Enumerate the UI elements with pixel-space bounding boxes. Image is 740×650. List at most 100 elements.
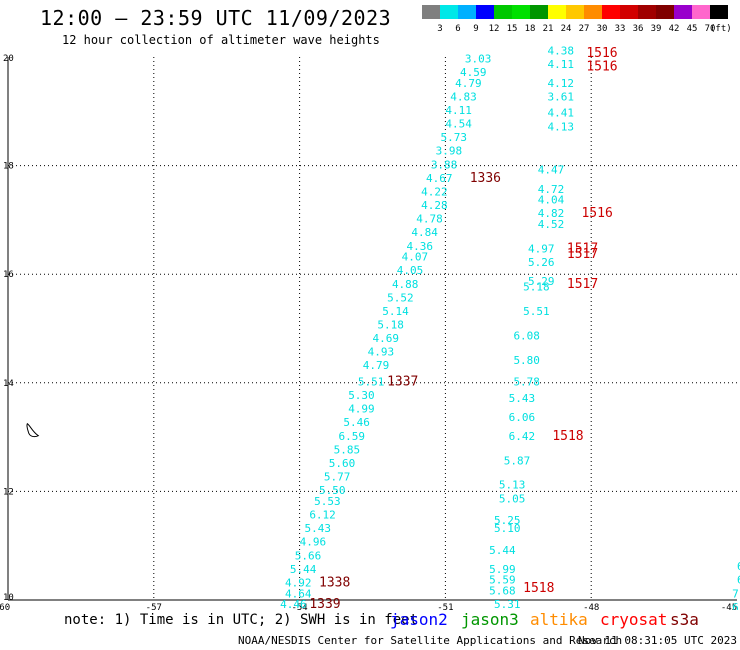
color-tick-label: 39 [651,24,662,34]
pass-time-label: 1516 [586,46,617,61]
island-outline [26,422,40,438]
swh-value-label: 6 [737,560,740,573]
swh-value-label: 5.78 [513,376,540,389]
swh-value-label: 6.1 [732,601,740,610]
legend-jason3: jason3 [461,610,519,629]
pass-time-label: 1339 [309,597,340,610]
color-swatch [710,5,728,19]
swh-value-label: 5.51 [358,376,385,389]
swh-value-label: 4.78 [416,213,443,226]
swh-value-label: 6.59 [338,430,365,443]
swh-value-label: 4.69 [373,332,400,345]
swh-value-label: 4.99 [348,403,375,416]
swh-value-label: 4.46 [280,598,307,610]
swh-value-label: 4.11 [547,58,574,71]
swh-value-label: 5.77 [324,471,351,484]
swh-value-label: 7. [732,587,740,600]
swh-value-label: 5.10 [494,522,521,535]
x-tick-label: -60 [0,603,10,610]
color-tick-label: 45 [687,24,698,34]
color-tick-label: 21 [543,24,554,34]
y-tick-label: 20 [3,54,14,64]
swh-value-label: 6.12 [309,509,336,522]
color-tick-label: 42 [669,24,680,34]
color-tick-label: 36 [633,24,644,34]
swh-value-label: 5.46 [343,416,370,429]
color-scale-bar: 3 6 9 12 15 18 21 24 27 30 33 36 39 42 45 70(ft) [422,5,730,34]
swh-value-label: 4.54 [445,118,472,131]
swh-value-label: 4.13 [547,120,574,133]
pass-time-label: 1517 [567,247,598,262]
chart-subtitle: 12 hour collection of altimeter wave hei… [62,33,380,47]
swh-value-label: 5.60 [329,457,356,470]
swh-value-label: 5.44 [489,544,516,557]
color-tick-label: 30 [597,24,608,34]
swh-value-label: 4.28 [421,199,448,212]
swh-value-label: 5.85 [334,443,361,456]
pass-time-label: 1517 [567,277,598,292]
swh-value-label: 6.06 [509,411,535,424]
chart-title: 12:00 — 23:59 UTC 11/09/2023 [40,6,392,30]
swh-value-label: 4.07 [402,251,429,264]
swh-value-label: 5.18 [377,319,404,332]
legend-cryosat: cryosat [600,610,668,629]
swh-value-label: 5.87 [504,454,530,467]
pass-time-label: 1516 [586,60,617,75]
color-swatch [440,5,458,19]
swh-value-label: 5.80 [513,354,540,367]
swh-value-label: 5.31 [494,598,521,610]
color-unit-label: (ft) [710,24,730,34]
swh-value-label: 6.42 [509,430,535,443]
swh-value-label: 4.47 [538,164,565,177]
swh-value-label: 6 [737,574,740,587]
legend-jason2: jason2 [390,610,448,629]
swh-value-label: 5.53 [314,495,341,508]
swh-value-label: 4.41 [547,107,574,120]
swh-value-label: 4.05 [397,264,424,277]
swh-value-label: 4.52 [538,218,565,231]
swh-value-label: 3.61 [547,90,574,103]
swh-value-label: 4.92 [285,576,312,589]
swh-value-label: 5.25 [494,514,521,527]
swh-value-label: 4.97 [528,242,555,255]
swh-value-label: 6.08 [513,329,540,342]
swh-value-label: 4.04 [538,194,565,207]
x-tick-label: -57 [146,603,162,610]
footer-timestamp: Nov 11 08:31:05 UTC 2023 [578,634,737,647]
swh-value-label: 4.84 [411,226,438,239]
color-swatch [530,5,548,19]
y-tick-label: 14 [3,379,14,389]
swh-value-label: 5.59 [489,574,516,587]
swh-value-label: 4.72 [538,183,565,196]
swh-value-label: 3.88 [431,158,458,171]
swh-value-label: 4.82 [538,207,565,220]
swh-value-label: 4.22 [421,185,448,198]
pass-time-label: 1518 [523,581,554,596]
swh-value-label: 4.36 [407,240,434,253]
pass-time-label: 1338 [319,575,350,590]
swh-value-label: 5.73 [441,131,468,144]
y-tick-label: 18 [3,162,14,172]
swh-value-label: 5.43 [304,522,331,535]
swh-value-label: 5.51 [523,305,550,318]
pass-time-label: 1337 [387,375,418,390]
color-tick-label: 33 [615,24,626,34]
footer-note: note: 1) Time is in UTC; 2) SWH is in fe… [64,612,419,628]
pass-time-label: 1516 [581,206,612,221]
y-tick-label: 10 [3,593,14,603]
color-tick-label: 27 [579,24,590,34]
color-tick-label: 18 [525,24,536,34]
x-tick-label: -51 [437,603,453,610]
swh-value-label: 4.64 [285,587,312,600]
pass-time-label: 1517 [567,241,598,256]
swh-value-label: 4.67 [426,172,453,185]
swh-value-label: 5.29 [528,275,555,288]
color-swatch [620,5,638,19]
x-tick-label: -45 [721,603,737,610]
swh-value-label: 4.79 [455,77,482,90]
swh-value-label: 4.88 [392,278,419,291]
swh-value-label: 5.66 [295,549,322,562]
swh-value-label: 4.79 [363,359,390,372]
legend-s3a: s3a [670,610,699,629]
pass-time-label: 1518 [552,429,583,444]
